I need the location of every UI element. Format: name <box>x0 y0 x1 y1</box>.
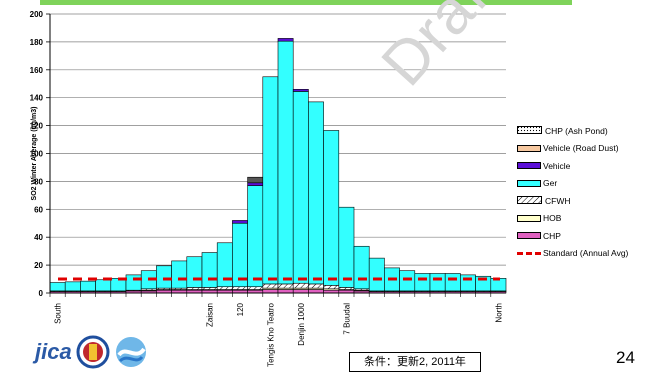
legend-label: CFWH <box>545 195 571 206</box>
bar-segment <box>277 283 294 289</box>
bar-segment <box>247 286 264 290</box>
logo-strip: jica <box>35 333 148 371</box>
legend-label: Ger <box>543 178 558 189</box>
bar-segment <box>308 283 324 289</box>
bar-segment <box>399 270 416 292</box>
bar-segment <box>368 257 385 292</box>
bar-segment <box>308 101 324 285</box>
title-accent-bar <box>40 0 572 5</box>
bar-segment <box>201 252 218 288</box>
bar-segment <box>292 289 309 294</box>
bar-segment <box>125 274 142 291</box>
legend-swatch-dashed <box>517 251 541 255</box>
bar-segment <box>80 280 96 292</box>
bar-segment <box>186 287 203 290</box>
legend-item-vehicle-road-dust: Vehicle (Road Dust) <box>517 140 649 158</box>
x-tick-label: Tengis Kno Teatro <box>266 302 275 366</box>
bar-segment <box>64 281 81 292</box>
scenario-caption: 条件：更新2, 2011年 <box>349 352 481 372</box>
legend-item-vehicle: Vehicle <box>517 157 649 175</box>
bar-segment <box>323 285 340 290</box>
bar-segment <box>429 273 446 292</box>
bar-segment <box>186 256 203 288</box>
bar-segment <box>171 260 188 289</box>
bar-segment <box>262 76 279 285</box>
bar-segment <box>49 282 66 292</box>
globe-icon <box>115 337 146 367</box>
x-tick-label: Denjin 1000 <box>297 302 306 345</box>
legend-item-hob: HOB <box>517 210 649 228</box>
bar-segment <box>247 182 264 186</box>
legend-swatch <box>517 179 541 187</box>
legend-swatch-hatch <box>517 196 542 205</box>
bar-segment <box>247 185 264 288</box>
bar-stack-group <box>49 38 507 294</box>
legend-item-ger: Ger <box>517 175 649 193</box>
bar-segment <box>444 273 461 292</box>
legend-swatch <box>517 232 541 240</box>
x-tick-label: South <box>54 303 63 324</box>
y-tick-label: 140 <box>30 94 44 103</box>
chart-legend: CHP (Ash Pond) Vehicle (Road Dust) Vehic… <box>517 122 649 262</box>
y-tick-label: 20 <box>34 261 43 270</box>
bar-segment <box>216 286 233 290</box>
y-tick-label: 0 <box>39 289 44 298</box>
legend-swatch <box>517 214 541 222</box>
bar-segment <box>414 273 431 292</box>
bar-segment <box>262 283 279 289</box>
y-tick-label: 120 <box>30 122 44 131</box>
bar-segment <box>292 282 309 289</box>
x-tick-label: North <box>494 303 503 323</box>
legend-item-standard: Standard (Annual Avg) <box>517 245 649 263</box>
y-tick-label: 200 <box>30 10 44 19</box>
bar-segment <box>247 176 264 184</box>
bar-segment <box>232 220 248 224</box>
bar-segment <box>338 287 355 290</box>
legend-item-chp-ash-pond: CHP (Ash Pond) <box>517 122 649 140</box>
y-tick-label: 40 <box>34 233 43 242</box>
bar-segment <box>460 274 476 292</box>
jica-logo: jica <box>35 339 72 364</box>
legend-item-chp: CHP <box>517 227 649 245</box>
legend-label: Standard (Annual Avg) <box>543 248 629 259</box>
y-tick-label: 180 <box>30 38 44 47</box>
y-tick-label: 160 <box>30 66 44 75</box>
legend-label: CHP <box>543 230 561 241</box>
bar-segment <box>156 265 172 289</box>
bar-segment <box>308 289 324 294</box>
bar-segment <box>338 206 355 288</box>
bar-segment <box>232 286 248 290</box>
bar-segment <box>292 91 309 284</box>
bar-segment <box>262 289 279 294</box>
bar-segment <box>277 38 294 42</box>
legend-label: Vehicle <box>543 160 571 171</box>
legend-swatch <box>517 162 541 170</box>
legend-swatch-dots <box>517 126 542 135</box>
legend-label: CHP (Ash Pond) <box>545 125 608 136</box>
y-axis-label: SO2 Winter Average (ug/m3) <box>31 107 38 201</box>
axes-group: 0 20 40 60 80 100 120 140 160 180 200 South Zaisan 12… <box>30 10 506 367</box>
bar-segment <box>292 89 309 92</box>
bar-segment <box>232 222 248 288</box>
bar-segment <box>277 40 294 285</box>
bar-segment <box>95 279 112 292</box>
bar-segment <box>277 289 294 294</box>
y-tick-label: 80 <box>34 177 43 186</box>
bar-segment <box>323 130 340 286</box>
emblem-icon <box>76 335 110 369</box>
legend-swatch <box>517 144 541 152</box>
legend-label: Vehicle (Road Dust) <box>543 143 619 154</box>
legend-label: HOB <box>543 213 562 224</box>
x-tick-label: 120 <box>236 302 245 316</box>
legend-item-cfwh: CFWH <box>517 192 649 210</box>
page-number: 24 <box>616 348 635 367</box>
bar-segment <box>201 287 218 290</box>
y-tick-label: 100 <box>30 150 44 159</box>
bar-segment <box>353 245 370 290</box>
y-tick-label: 60 <box>34 205 43 214</box>
x-tick-label: Zaisan <box>206 303 215 327</box>
x-tick-label: 7 Buudal <box>342 303 351 335</box>
